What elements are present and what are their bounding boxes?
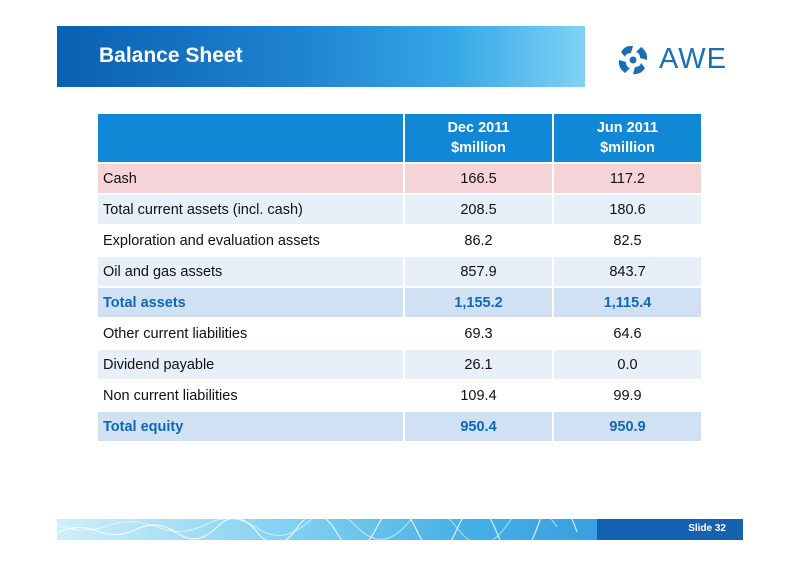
balance-sheet-table: Dec 2011 $million Jun 2011 $million Cash… <box>98 114 701 443</box>
table-row: Other current liabilities 69.3 64.6 <box>98 319 701 350</box>
table-row: Total current assets (incl. cash) 208.5 … <box>98 195 701 226</box>
column-unit: $million <box>600 140 655 156</box>
row-value-dec: 857.9 <box>405 257 554 288</box>
row-value-jun: 843.7 <box>554 257 701 288</box>
row-value-jun: 99.9 <box>554 381 701 412</box>
table-row: Non current liabilities 109.4 99.9 <box>98 381 701 412</box>
row-label: Total assets <box>98 288 405 319</box>
row-value-jun: 64.6 <box>554 319 701 350</box>
row-label: Cash <box>98 164 405 195</box>
table-header-dec-2011: Dec 2011 $million <box>405 114 554 164</box>
row-label: Oil and gas assets <box>98 257 405 288</box>
row-value-dec: 86.2 <box>405 226 554 257</box>
table-row: Oil and gas assets 857.9 843.7 <box>98 257 701 288</box>
footer-bar: Slide 32 <box>57 519 743 540</box>
row-value-jun: 950.9 <box>554 412 701 443</box>
row-value-jun: 82.5 <box>554 226 701 257</box>
footer-wave-pattern <box>57 519 578 540</box>
row-label: Dividend payable <box>98 350 405 381</box>
column-period: Jun 2011 <box>596 120 659 136</box>
table-header-jun-2011: Jun 2011 $million <box>554 114 701 164</box>
row-value-dec: 26.1 <box>405 350 554 381</box>
row-value-dec: 1,155.2 <box>405 288 554 319</box>
row-value-jun: 117.2 <box>554 164 701 195</box>
awe-logo-icon <box>618 45 648 75</box>
page-title: Balance Sheet <box>99 44 243 67</box>
column-unit: $million <box>451 140 506 156</box>
row-label: Exploration and evaluation assets <box>98 226 405 257</box>
table-row: Cash 166.5 117.2 <box>98 164 701 195</box>
row-label: Other current liabilities <box>98 319 405 350</box>
row-label: Non current liabilities <box>98 381 405 412</box>
row-value-jun: 0.0 <box>554 350 701 381</box>
table-row: Exploration and evaluation assets 86.2 8… <box>98 226 701 257</box>
column-period: Dec 2011 <box>447 120 510 136</box>
table-row-total-assets: Total assets 1,155.2 1,115.4 <box>98 288 701 319</box>
row-value-dec: 69.3 <box>405 319 554 350</box>
row-value-dec: 208.5 <box>405 195 554 226</box>
awe-logo: AWE <box>615 40 727 80</box>
row-value-jun: 180.6 <box>554 195 701 226</box>
row-label: Total equity <box>98 412 405 443</box>
row-value-dec: 109.4 <box>405 381 554 412</box>
table-header-row: Dec 2011 $million Jun 2011 $million <box>98 114 701 164</box>
header-bar: Balance Sheet <box>57 26 585 87</box>
table-row: Dividend payable 26.1 0.0 <box>98 350 701 381</box>
row-value-dec: 166.5 <box>405 164 554 195</box>
slide-number: Slide 32 <box>688 523 726 534</box>
row-value-dec: 950.4 <box>405 412 554 443</box>
row-label: Total current assets (incl. cash) <box>98 195 405 226</box>
row-value-jun: 1,115.4 <box>554 288 701 319</box>
table-row-total-equity: Total equity 950.4 950.9 <box>98 412 701 443</box>
table-header-blank <box>98 114 405 164</box>
footer-slide-box <box>597 519 743 540</box>
logo-text: AWE <box>659 43 727 75</box>
